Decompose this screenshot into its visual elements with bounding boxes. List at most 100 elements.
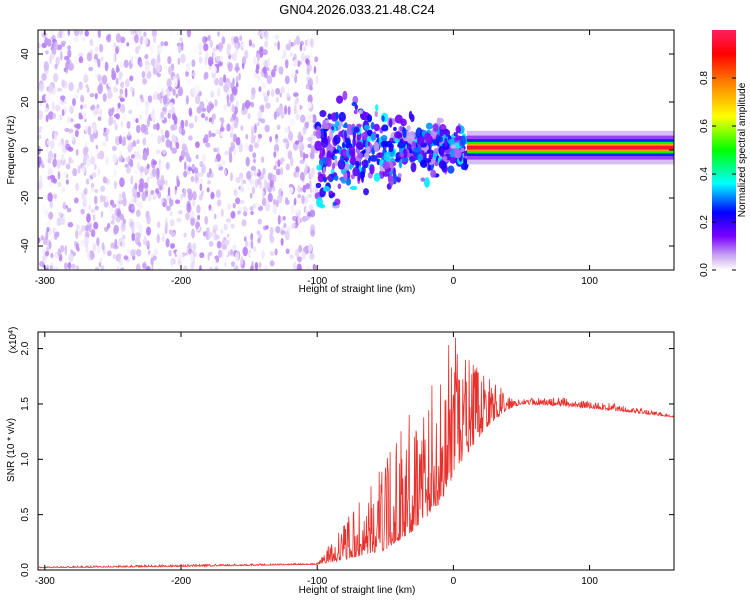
heatmap-cell bbox=[116, 209, 121, 218]
x-tick-label: -300 bbox=[35, 276, 55, 287]
heatmap-cell bbox=[234, 252, 240, 262]
heatmap-cell bbox=[161, 107, 167, 112]
heatmap-cell bbox=[144, 36, 149, 46]
heatmap-cell bbox=[280, 230, 286, 235]
heatmap-cell bbox=[238, 143, 244, 153]
heatmap-cell bbox=[95, 144, 99, 150]
heatmap-cell bbox=[119, 62, 124, 68]
colorbar-tick-label: 0.6 bbox=[699, 119, 710, 133]
heatmap-cell bbox=[203, 43, 209, 52]
heatmap-cell bbox=[199, 183, 203, 191]
heatmap-cell bbox=[249, 265, 254, 270]
heatmap-cell bbox=[288, 131, 294, 141]
heatmap-cell bbox=[116, 265, 120, 270]
x-tick-label: 100 bbox=[581, 276, 598, 287]
heatmap-cell bbox=[298, 244, 303, 253]
heatmap-cell bbox=[176, 217, 182, 223]
heatmap-cell bbox=[420, 177, 426, 182]
heatmap-cell bbox=[230, 132, 233, 138]
colorbar-tick-label: 0.4 bbox=[699, 167, 710, 181]
heatmap-cell bbox=[186, 30, 192, 38]
heatmap-cell bbox=[356, 132, 362, 141]
heatmap-cell bbox=[297, 230, 302, 237]
heatmap-cell bbox=[125, 166, 131, 174]
heatmap-cell bbox=[408, 110, 413, 120]
heatmap-cell bbox=[317, 173, 324, 183]
heatmap-cell bbox=[250, 232, 254, 241]
heatmap-cell bbox=[58, 211, 62, 217]
heatmap-cell bbox=[237, 210, 241, 215]
heatmap-cell bbox=[48, 241, 52, 250]
heatmap-cell bbox=[144, 130, 149, 136]
heatmap-cell bbox=[383, 151, 391, 162]
heatmap-cell bbox=[150, 133, 155, 141]
heatmap-cell bbox=[318, 158, 324, 167]
heatmap-cell bbox=[247, 113, 251, 120]
heatmap-cell bbox=[204, 134, 209, 144]
heatmap-cell bbox=[280, 86, 285, 94]
heatmap-cell bbox=[226, 235, 232, 241]
heatmap-cell bbox=[231, 105, 236, 113]
heatmap-cell bbox=[85, 178, 90, 185]
heatmap-cell bbox=[70, 263, 76, 269]
heatmap-cell bbox=[224, 169, 227, 176]
heatmap-cell bbox=[153, 34, 156, 44]
heatmap-cell bbox=[223, 83, 229, 93]
heatmap-cell bbox=[146, 117, 150, 128]
heatmap-cell bbox=[244, 143, 250, 152]
heatmap-cell bbox=[289, 118, 295, 127]
heatmap-cell bbox=[241, 62, 245, 70]
heatmap-cell bbox=[319, 203, 326, 209]
heatmap-cell bbox=[257, 133, 263, 139]
heatmap-cell bbox=[293, 92, 299, 98]
heatmap-cell bbox=[338, 111, 346, 122]
heatmap-cell bbox=[97, 30, 101, 39]
heatmap-cell bbox=[42, 156, 47, 166]
heatmap-cell bbox=[163, 41, 169, 47]
colorbar-ticks: 0.0 0.2 0.4 0.6 0.8 bbox=[699, 71, 736, 277]
heatmap-cell bbox=[156, 233, 160, 244]
heatmap-cell bbox=[97, 84, 103, 95]
heatmap-cell bbox=[453, 132, 458, 137]
snr-y-axis: 0.0 0.5 1.0 1.5 2.0 bbox=[20, 341, 674, 577]
heatmap-cell bbox=[333, 134, 341, 145]
heatmap-cell bbox=[242, 246, 248, 257]
heatmap-cell bbox=[409, 148, 413, 154]
heatmap-cell bbox=[117, 108, 121, 113]
heatmap-cell bbox=[263, 59, 269, 69]
heatmap-cell bbox=[103, 30, 108, 39]
heatmap-cell bbox=[460, 135, 466, 147]
heatmap-cell bbox=[73, 93, 78, 100]
heatmap-cell bbox=[108, 116, 114, 125]
heatmap-cell bbox=[192, 242, 197, 251]
heatmap-cell bbox=[262, 60, 265, 65]
heatmap-cell bbox=[186, 77, 191, 86]
heatmap-cell bbox=[160, 161, 163, 171]
heatmap-cell bbox=[455, 125, 462, 134]
heatmap-cell bbox=[267, 172, 273, 181]
heatmap-cell bbox=[167, 112, 171, 119]
heatmap-cell bbox=[334, 159, 338, 167]
heatmap-cell bbox=[210, 90, 215, 98]
heatmap-cell bbox=[219, 127, 225, 132]
heatmap-cell bbox=[221, 36, 226, 45]
heatmap-cell bbox=[128, 109, 133, 115]
heatmap-cell bbox=[161, 134, 165, 143]
heatmap-cell bbox=[208, 130, 212, 138]
heatmap-cell bbox=[179, 194, 183, 202]
heatmap-cell bbox=[238, 172, 244, 179]
heatmap-cell bbox=[249, 252, 254, 257]
heatmap-cell bbox=[54, 104, 61, 112]
heatmap-cell bbox=[209, 266, 214, 270]
heatmap-cell bbox=[107, 81, 113, 88]
heatmap-cell bbox=[394, 137, 400, 144]
heatmap-cell bbox=[160, 111, 165, 119]
heatmap-cell bbox=[255, 135, 259, 143]
heatmap-cell bbox=[100, 56, 104, 62]
heatmap-cell bbox=[343, 163, 352, 170]
heatmap-cell bbox=[157, 135, 162, 144]
heatmap-cell bbox=[134, 34, 139, 44]
heatmap-cell bbox=[83, 196, 88, 204]
heatmap-cell bbox=[175, 142, 180, 150]
